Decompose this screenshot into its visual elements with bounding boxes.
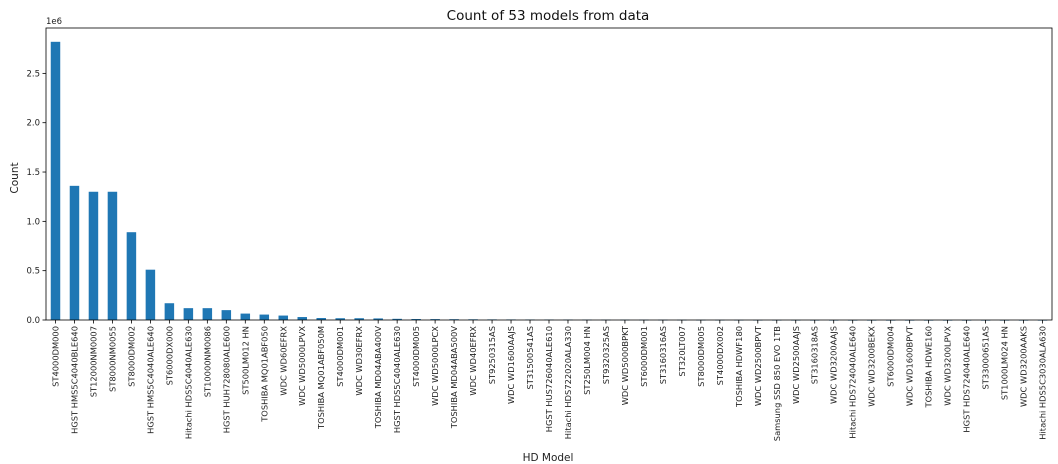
x-tick-label: HGST HDS5C4040ALE630 <box>392 326 402 433</box>
x-tick-label: ST9250315AS <box>487 326 497 384</box>
bar <box>430 319 440 320</box>
bar <box>202 308 213 320</box>
bars-group <box>50 41 1048 321</box>
y-tick-label: 1.0 <box>26 217 40 227</box>
x-tick-label: ST3160318AS <box>810 326 820 384</box>
x-tick-label: ST6000DM001 <box>639 326 649 387</box>
x-tick-label: TOSHIBA MD04ABA500V <box>449 326 459 430</box>
x-tick-label: ST4000DM005 <box>411 326 421 387</box>
bar <box>297 317 307 320</box>
x-tick-label: ST6000DM004 <box>886 326 896 387</box>
bar <box>240 313 251 320</box>
x-tick-label: HGST HDS724040ALE640 <box>962 326 972 433</box>
x-tick-label: Hitachi HDS724040ALE640 <box>848 326 858 439</box>
x-tick-label: ST31500541AS <box>525 326 535 390</box>
x-tick-label: WDC WD3200AAKS <box>1019 326 1029 407</box>
bar <box>107 191 118 320</box>
x-tick-label: WDC WD3200AAJS <box>829 326 839 404</box>
x-tick-label: TOSHIBA MD04ABA400V <box>373 326 383 430</box>
x-tick-label: WDC WD5000LPCX <box>430 326 440 406</box>
x-tick-label: ST8000NM0055 <box>107 326 117 392</box>
x-tick-label: Hitachi HDS5C4040ALE630 <box>183 326 193 439</box>
x-tick-label: ST1000LM024 HN <box>1000 326 1010 400</box>
bar <box>354 318 364 320</box>
bar <box>50 41 61 320</box>
x-tick-label: WDC WD3200LPVX <box>943 326 953 406</box>
x-tick-label: ST3160316AS <box>658 326 668 384</box>
x-tick-label: WDC WD2500AAJS <box>791 326 801 404</box>
y-tick-label: 2.0 <box>26 119 40 129</box>
x-tick-label: WDC WD30EFRX <box>354 326 364 396</box>
bar <box>69 185 80 320</box>
x-tick-label: ST8000DM002 <box>126 326 136 387</box>
x-tick-label: WDC WD3200BEKX <box>867 326 877 407</box>
bar <box>183 308 194 320</box>
x-tick-label: Hitachi HDS5C3030ALA630 <box>1038 326 1048 440</box>
bar <box>88 191 99 320</box>
x-tick-label: Samsung SSD 850 EVO 1TB <box>772 326 782 441</box>
x-tick-label: ST4000DX002 <box>715 326 725 385</box>
x-tick-label: TOSHIBA MQ01ABF050 <box>259 326 269 423</box>
y-tick-label: 1.5 <box>26 168 40 178</box>
x-tick-label: HGST HMS5C4040ALE640 <box>145 326 155 434</box>
x-tick-label: WDC WD60EFRX <box>278 326 288 396</box>
bar <box>316 318 326 320</box>
bar <box>259 314 270 320</box>
y-axis-ticks: 0.0 0.5 1.0 1.5 2.0 2.5 <box>26 69 46 326</box>
x-tick-label: WDC WD1600AAJS <box>506 326 516 404</box>
x-tick-label: ST6000DX000 <box>164 326 174 385</box>
x-tick-label: HGST HUH728080ALE600 <box>221 326 231 433</box>
y-tick-label: 0.0 <box>26 316 40 326</box>
bar <box>373 318 383 320</box>
x-tick-label: WDC WD40EFRX <box>468 326 478 396</box>
y-tick-label: 2.5 <box>26 69 40 79</box>
x-tick-label: ST9320325AS <box>601 326 611 384</box>
x-axis-title: HD Model <box>523 452 574 464</box>
bar <box>392 318 402 320</box>
x-tick-label: ST4000DM001 <box>335 326 345 387</box>
bar <box>221 310 232 320</box>
x-tick-label: ST10000NM0086 <box>202 326 212 397</box>
bar <box>278 315 289 320</box>
x-tick-label: ST4000DM000 <box>50 326 60 387</box>
bar <box>411 319 421 320</box>
y-tick-label: 0.5 <box>26 267 40 277</box>
y-axis-offset-label: 1e6 <box>46 17 62 27</box>
x-axis-ticks: ST4000DM000 HGST HMS5C4040BLE640 ST12000NM… <box>50 320 1048 441</box>
x-tick-label: ST12000NM0007 <box>88 326 98 397</box>
bar <box>335 318 345 320</box>
x-tick-label: WDC WD5000LPVX <box>297 326 307 406</box>
y-axis-title: Count <box>9 162 21 193</box>
x-tick-label: TOSHIBA MQ01ABF050M <box>316 326 326 430</box>
x-tick-label: TOSHIBA HDWF180 <box>734 326 744 408</box>
x-tick-label: WDC WD1600BPVT <box>905 325 915 406</box>
x-tick-label: ST8000DM005 <box>696 326 706 387</box>
x-tick-label: WDC WD2500BPVT <box>753 325 763 406</box>
x-tick-label: ST250LM004 HN <box>582 326 592 395</box>
x-tick-label: HGST HUS726040ALE610 <box>544 326 554 432</box>
bar <box>145 269 156 320</box>
bar <box>126 232 137 320</box>
x-tick-label: TOSHIBA HDWE160 <box>924 326 934 408</box>
x-tick-label: ST33000651AS <box>981 326 991 390</box>
x-tick-label: WDC WD5000BPKT <box>620 325 630 405</box>
bar <box>164 303 175 320</box>
x-tick-label: ST320LT007 <box>677 326 687 377</box>
x-tick-label: HGST HMS5C4040BLE640 <box>69 326 79 434</box>
plot-frame <box>45 27 1053 321</box>
x-tick-label: Hitachi HDS722020ALA330 <box>563 326 573 439</box>
chart-title: Count of 53 models from data <box>447 8 650 24</box>
x-tick-label: ST500LM012 HN <box>240 326 250 395</box>
